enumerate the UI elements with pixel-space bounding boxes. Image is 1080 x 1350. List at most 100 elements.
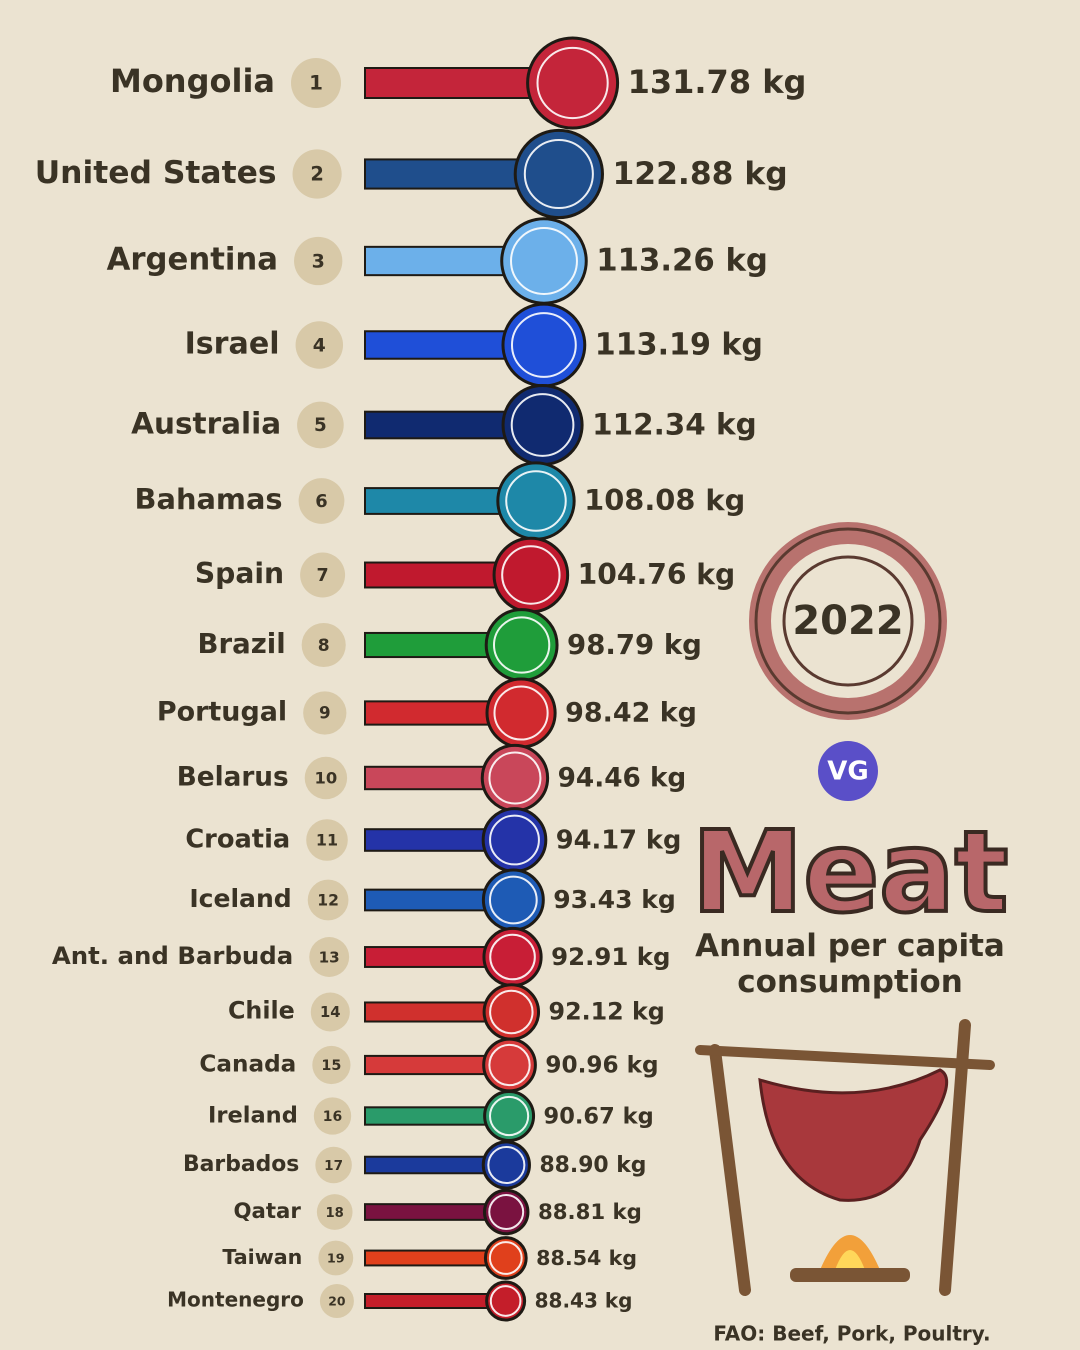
rank-label: 19 [327,1252,345,1267]
rank-badge [316,1194,353,1230]
value-label: 92.91 kg [551,942,670,971]
value-label: 113.19 kg [595,328,763,363]
flag [489,989,534,1035]
category-label: Israel [185,327,280,362]
value-label: 94.46 kg [558,764,687,794]
value-label: 98.42 kg [565,698,697,729]
rank-badge [318,1240,354,1276]
rank-label: 10 [315,769,338,788]
flag [501,545,561,605]
category-label: Barbados [183,1152,299,1177]
value-label: 88.90 kg [539,1153,646,1178]
value-label: 93.43 kg [553,885,676,914]
category-label: Ant. and Barbuda [52,941,293,970]
rank-label: 2 [310,163,324,186]
rank-badge [306,819,348,861]
rank-badge [298,478,345,524]
category-label: Mongolia [110,62,275,100]
rank-badge [310,992,350,1032]
category-label: Qatar [233,1199,301,1224]
category-label: Brazil [198,627,286,660]
value-label: 104.76 kg [578,558,736,591]
value-label: 98.79 kg [567,628,702,661]
rank-badge [304,756,348,800]
chart-title: Meat [692,808,1009,938]
flag [488,751,542,805]
value-label: 112.34 kg [592,408,757,442]
flag [488,1194,525,1230]
value-label: 92.12 kg [549,998,665,1026]
year-label: 2022 [792,598,903,644]
flag [489,1285,522,1317]
value-label: 94.17 kg [556,826,682,856]
category-label: Iceland [189,884,291,913]
illustration [695,1019,995,1296]
year-inner [782,555,914,687]
category-label: Portugal [157,697,287,728]
bar [364,1293,507,1309]
flag [489,933,536,981]
rank-label: 15 [321,1058,341,1074]
rank-badge [313,1097,352,1135]
value-label: 113.26 kg [596,243,768,279]
rank-label: 17 [324,1158,343,1174]
flag [523,138,594,210]
rank-badge [292,149,342,199]
rank-label: 16 [323,1109,342,1125]
category-label: Belarus [177,763,289,793]
category-label: Spain [195,557,284,590]
rank-badge [297,401,344,449]
value-label: 90.96 kg [545,1053,658,1079]
rank-label: 11 [316,831,338,850]
flag [510,227,578,295]
rank-badge [295,321,344,369]
flag [505,470,567,532]
rank-label: 1 [309,72,323,95]
value-label: 88.81 kg [538,1200,642,1225]
subtitle: Annual per capita consumption [695,928,1005,1000]
value-label: 88.43 kg [535,1289,633,1313]
flag [488,1043,531,1087]
flag [510,312,577,378]
category-label: Ireland [208,1103,298,1129]
flag [510,393,575,457]
logo-text: VG [827,757,868,787]
rank-badge [303,691,347,735]
flag [487,1145,526,1185]
year-ring-edge [754,527,942,715]
rank-badge [309,937,350,977]
rank-badge [315,1146,352,1184]
flag [493,616,551,674]
rank-label: 6 [315,491,327,512]
rank-label: 13 [319,949,340,967]
category-label: United States [35,155,277,191]
value-label: 108.08 kg [584,483,745,517]
category-label: Canada [199,1052,296,1078]
rank-badge [319,1284,354,1318]
value-label: 88.54 kg [536,1246,637,1270]
category-label: Montenegro [167,1288,304,1312]
category-label: Chile [228,997,295,1025]
rank-label: 8 [318,636,330,656]
rank-label: 12 [317,892,339,910]
flag [488,875,538,925]
rank-label: 20 [328,1294,346,1309]
flag [488,1095,530,1137]
rank-badge [307,879,349,921]
rank-label: 18 [326,1206,344,1221]
rank-badge [301,622,346,668]
flag [493,685,549,741]
rank-label: 4 [313,336,326,357]
rank-label: 3 [312,251,325,273]
category-label: Croatia [185,825,290,855]
year-ring [749,522,947,720]
value-label: 90.67 kg [544,1104,654,1130]
rank-badge [291,58,341,108]
source: FAO: Beef, Pork, Poultry. [713,1322,990,1346]
flag [489,814,540,866]
category-label: Argentina [107,242,278,278]
flag [536,46,609,120]
rank-label: 14 [320,1004,341,1021]
